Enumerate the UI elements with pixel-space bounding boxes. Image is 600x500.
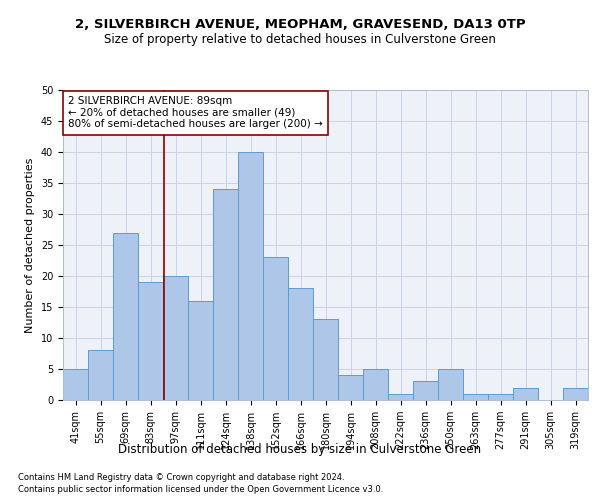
Bar xyxy=(188,301,213,400)
Text: Size of property relative to detached houses in Culverstone Green: Size of property relative to detached ho… xyxy=(104,32,496,46)
Bar xyxy=(263,258,288,400)
Bar xyxy=(438,369,463,400)
Bar xyxy=(163,276,188,400)
Bar xyxy=(63,369,88,400)
Bar xyxy=(488,394,513,400)
Bar xyxy=(513,388,538,400)
Bar xyxy=(213,189,238,400)
Bar xyxy=(363,369,388,400)
Bar xyxy=(238,152,263,400)
Y-axis label: Number of detached properties: Number of detached properties xyxy=(25,158,35,332)
Bar xyxy=(88,350,113,400)
Bar xyxy=(138,282,163,400)
Bar xyxy=(563,388,588,400)
Bar xyxy=(388,394,413,400)
Bar xyxy=(288,288,313,400)
Bar xyxy=(113,232,138,400)
Bar xyxy=(313,320,338,400)
Text: 2 SILVERBIRCH AVENUE: 89sqm
← 20% of detached houses are smaller (49)
80% of sem: 2 SILVERBIRCH AVENUE: 89sqm ← 20% of det… xyxy=(68,96,323,130)
Bar xyxy=(338,375,363,400)
Text: Contains HM Land Registry data © Crown copyright and database right 2024.: Contains HM Land Registry data © Crown c… xyxy=(18,472,344,482)
Text: 2, SILVERBIRCH AVENUE, MEOPHAM, GRAVESEND, DA13 0TP: 2, SILVERBIRCH AVENUE, MEOPHAM, GRAVESEN… xyxy=(74,18,526,30)
Text: Contains public sector information licensed under the Open Government Licence v3: Contains public sector information licen… xyxy=(18,485,383,494)
Bar xyxy=(413,382,438,400)
Bar xyxy=(463,394,488,400)
Text: Distribution of detached houses by size in Culverstone Green: Distribution of detached houses by size … xyxy=(118,442,482,456)
